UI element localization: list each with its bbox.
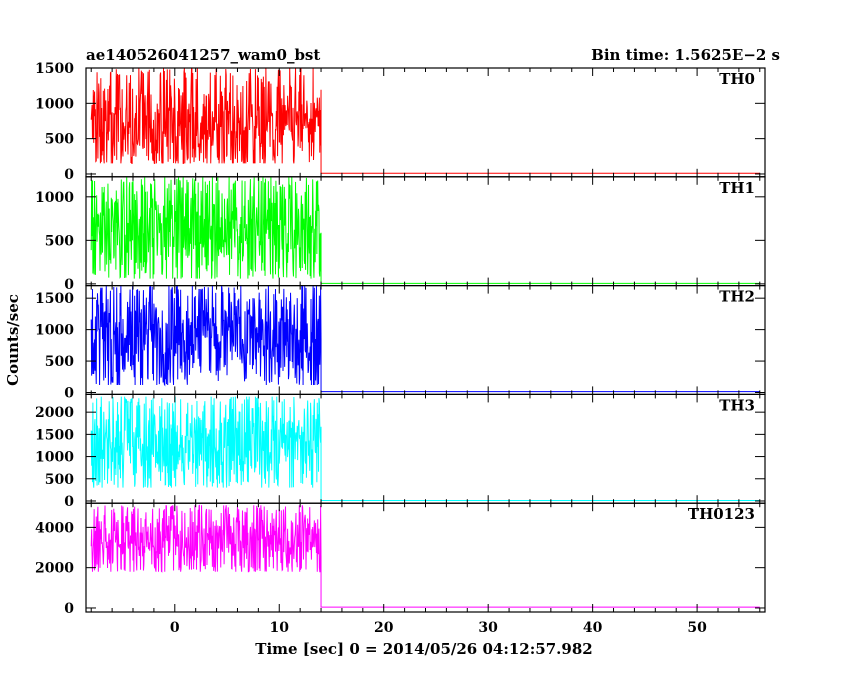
y-tick-label: 2000 <box>35 405 74 421</box>
y-tick-label: 0 <box>64 167 74 183</box>
y-tick-label: 0 <box>64 494 74 510</box>
series-line-th0 <box>90 67 760 174</box>
series-line-th3 <box>90 396 760 502</box>
y-tick-label: 500 <box>45 354 74 370</box>
series-line-th1 <box>90 176 760 284</box>
panel-label-th0123: TH0123 <box>688 505 755 523</box>
y-tick-label: 1000 <box>35 450 74 466</box>
x-tick-label: 20 <box>374 620 394 636</box>
y-tick-label: 500 <box>45 233 74 249</box>
series-line-th2 <box>90 285 760 393</box>
x-tick-label: 0 <box>170 620 180 636</box>
x-axis-label: Time [sec] 0 = 2014/05/26 04:12:57.982 <box>255 640 592 658</box>
y-tick-label: 0 <box>64 386 74 402</box>
x-tick-label: 30 <box>478 620 498 636</box>
panel-frame-th0123 <box>85 502 766 613</box>
panel-label-th3: TH3 <box>719 396 755 414</box>
y-tick-label: 1500 <box>35 61 74 77</box>
y-tick-label: 500 <box>45 132 74 148</box>
y-tick-label: 500 <box>45 472 74 488</box>
x-tick-label: 10 <box>270 620 290 636</box>
bin-time-label: Bin time: 1.5625E−2 s <box>591 46 780 64</box>
y-tick-label: 0 <box>64 277 74 293</box>
y-tick-label: 1000 <box>35 190 74 206</box>
y-tick-label: 2000 <box>35 561 74 577</box>
y-tick-label: 0 <box>64 601 74 617</box>
y-tick-label: 1000 <box>35 323 74 339</box>
y-tick-label: 1000 <box>35 96 74 112</box>
panel-label-th0: TH0 <box>719 70 755 88</box>
panel-label-th1: TH1 <box>719 179 755 197</box>
series-line-th0123 <box>90 504 760 608</box>
x-tick-label: 50 <box>687 620 707 636</box>
panels-group: TH0050010001500TH105001000TH205001000150… <box>35 61 766 636</box>
y-tick-label: 4000 <box>35 520 74 536</box>
y-tick-label: 1500 <box>35 291 74 307</box>
y-axis-label: Counts/sec <box>4 294 22 386</box>
panel-label-th2: TH2 <box>719 288 755 306</box>
chart-title: ae140526041257_wam0_bst <box>86 46 320 64</box>
x-tick-label: 40 <box>583 620 603 636</box>
y-tick-label: 1500 <box>35 427 74 443</box>
